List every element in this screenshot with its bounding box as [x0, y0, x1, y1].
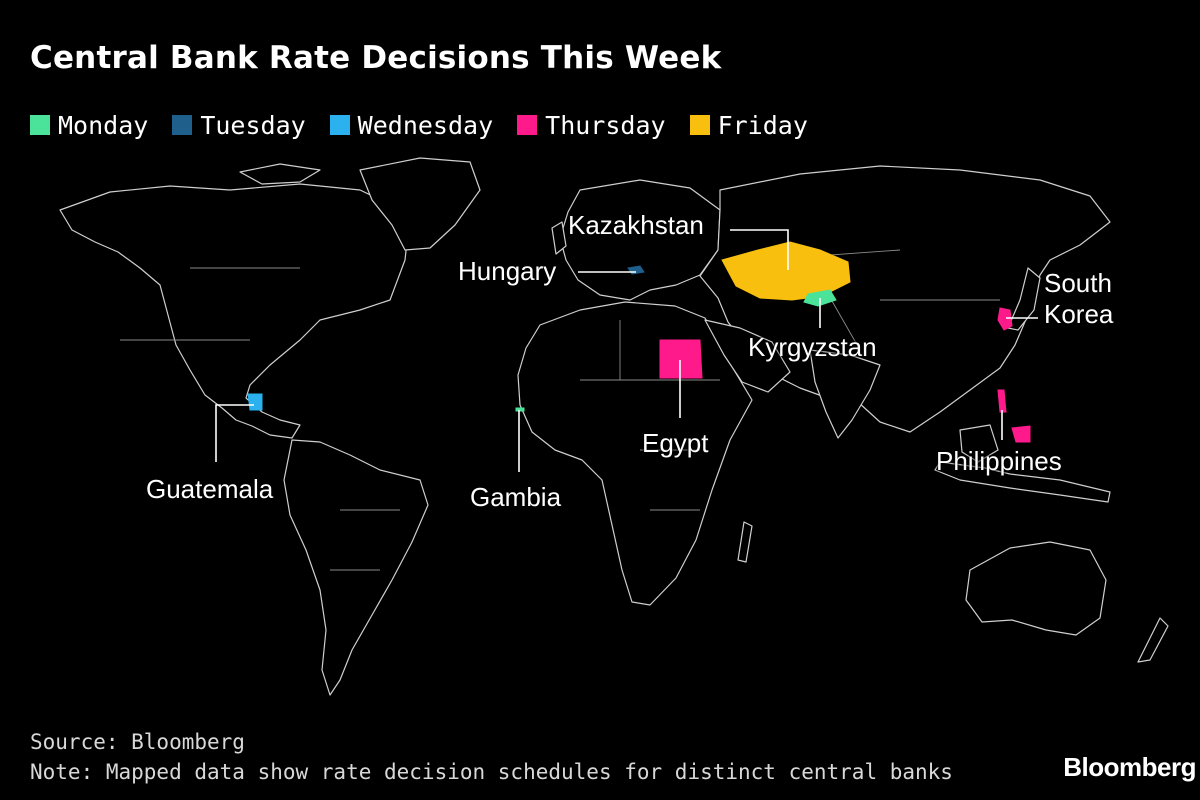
south-korea-label-line2: Korea [1044, 299, 1114, 330]
bloomberg-logo: Bloomberg [1063, 752, 1196, 782]
india-landmass [809, 349, 881, 439]
philippines-region [997, 389, 1031, 443]
country-borders [120, 249, 1000, 571]
legend-item-friday: Friday [689, 110, 808, 140]
hungary-label: Hungary [458, 256, 557, 286]
legend-item-monday: Monday [30, 111, 148, 140]
kazakhstan-label: Kazakhstan [568, 210, 704, 240]
philippines-label: Philippines [936, 446, 1062, 476]
south-america-landmass [283, 439, 429, 696]
legend-label-monday: Monday [58, 110, 149, 140]
legend-item-wednesday: Wednesday [329, 110, 494, 140]
north-america-landmass [59, 183, 411, 439]
chart-title: Central Bank Rate Decisions This Week [30, 40, 722, 76]
legend-label-wednesday: Wednesday [357, 110, 494, 140]
greenland-landmass [359, 157, 481, 251]
legend-swatch-tuesday [172, 115, 193, 135]
legend-item-tuesday: Tuesday [172, 110, 306, 140]
guatemala-region [247, 393, 263, 411]
gambia-label: Gambia [470, 482, 562, 512]
gambia-region [515, 407, 525, 412]
footnote: Note: Mapped data show rate decision sch… [30, 760, 953, 784]
borneo-landmass [959, 424, 999, 463]
kyrgyzstan-label: Kyrgyzstan [748, 332, 877, 362]
arabian-peninsula-landmass [704, 319, 791, 393]
indonesia-landmass [934, 461, 1111, 503]
legend-item-thursday: Thursday [517, 110, 666, 140]
south-korea-label: South Korea [1044, 268, 1113, 330]
south-korea-region [997, 307, 1013, 331]
legend-label-tuesday: Tuesday [200, 110, 306, 140]
world-map: Kazakhstan Hungary South Korea Kyrgyzsta… [0, 150, 1200, 720]
legend-label-friday: Friday [717, 110, 808, 140]
egypt-label: Egypt [642, 428, 709, 458]
egypt-region [659, 339, 703, 379]
legend-swatch-friday [689, 115, 710, 135]
guatemala-label: Guatemala [146, 474, 274, 504]
legend-swatch-wednesday [329, 115, 350, 135]
uk-landmass [551, 221, 567, 255]
legend-swatch-thursday [517, 115, 538, 135]
africa-landmass [517, 301, 753, 606]
kazakhstan-leader [730, 229, 789, 270]
legend-swatch-monday [30, 115, 50, 135]
asia-landmass [699, 165, 1111, 433]
kazakhstan-region [721, 241, 851, 301]
australia-landmass [965, 541, 1107, 636]
arctic-islands-landmass [239, 163, 321, 185]
guatemala-leader [215, 404, 254, 462]
madagascar-landmass [737, 521, 753, 563]
new-zealand-landmass [1137, 617, 1169, 663]
legend: Monday Tuesday Wednesday Thursday Friday [30, 108, 832, 142]
japan-landmass [1007, 267, 1041, 331]
south-korea-label-line1: South [1044, 268, 1112, 298]
legend-label-thursday: Thursday [545, 110, 666, 140]
source-note: Source: Bloomberg [30, 730, 245, 754]
world-map-svg [59, 157, 1169, 696]
